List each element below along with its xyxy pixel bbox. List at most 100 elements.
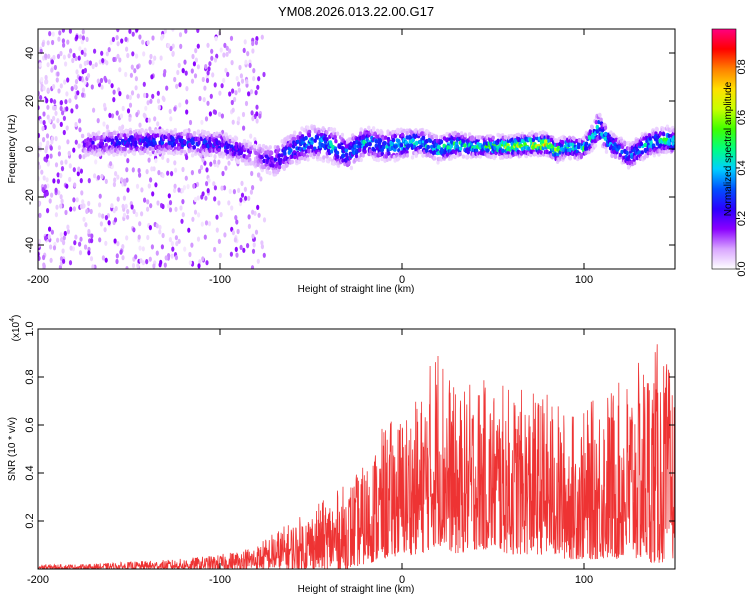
heatmap-noise-cell [49, 244, 53, 250]
heatmap-noise-cell [135, 211, 139, 218]
heatmap-noise-cell [146, 206, 150, 212]
heatmap-noise-cell [255, 36, 259, 42]
heatmap-noise-cell [68, 29, 72, 34]
heatmap-ridge-cell [169, 150, 173, 155]
heatmap-ridge-cell [556, 152, 560, 158]
heatmap-ridge-cell [595, 124, 599, 130]
heatmap-ridge-cell [149, 129, 153, 135]
heatmap-noise-cell [134, 254, 138, 260]
heatmap-ridge-cell [234, 141, 239, 147]
heatmap-ridge-cell [97, 130, 101, 135]
heatmap-noise-cell [186, 184, 190, 190]
heatmap-noise-cell [116, 241, 120, 247]
heatmap-noise-cell [78, 34, 83, 40]
heatmap-noise-cell [68, 176, 72, 183]
bottom-axis-ticks: -200 -100 0 100 0.2 0.4 0.6 0.8 1.0 [24, 321, 675, 586]
heatmap-noise-cell [149, 53, 153, 60]
heatmap-noise-cell [233, 96, 237, 103]
heatmap-noise-cell [239, 73, 243, 79]
heatmap-noise-cell [50, 59, 55, 65]
heatmap-noise-cell [45, 153, 50, 160]
heatmap-noise-cell [96, 78, 100, 84]
heatmap-noise-cell [41, 187, 45, 193]
heatmap-noise-cell [107, 79, 111, 85]
heatmap-noise-cell [59, 173, 63, 179]
heatmap-noise-cell [103, 75, 107, 81]
heatmap-ridge-cell [352, 140, 356, 146]
heatmap-ridge-cell [530, 130, 534, 135]
heatmap-noise-cell [62, 115, 66, 121]
heatmap-noise-cell [115, 35, 119, 41]
heatmap-noise-cell [219, 212, 223, 218]
heatmap-noise-cell [53, 99, 57, 105]
heatmap-noise-cell [78, 118, 82, 124]
heatmap-noise-cell [47, 234, 51, 240]
heatmap-noise-cell [183, 59, 187, 65]
heatmap-noise-cell [148, 59, 152, 65]
heatmap-noise-cell [149, 177, 153, 183]
heatmap-noise-cell [93, 173, 97, 179]
heatmap-noise-cell [49, 98, 54, 104]
heatmap-ridge-cell [385, 157, 389, 162]
heatmap-noise-cell [99, 77, 104, 84]
heatmap-noise-cell [125, 266, 129, 269]
heatmap-noise-cell [134, 76, 138, 82]
bottom-plot-frame [37, 328, 676, 570]
heatmap-ridge-cell [277, 164, 282, 170]
heatmap-noise-cell [110, 113, 115, 119]
heatmap-ridge-cell [318, 156, 323, 162]
heatmap-ridge-cell [285, 163, 289, 168]
heatmap-noise-cell [58, 30, 62, 36]
heatmap-ridge-cell [325, 130, 329, 135]
heatmap-noise-cell [69, 245, 73, 251]
heatmap-noise-cell [125, 177, 129, 183]
heatmap-ridge-cell [368, 149, 373, 154]
heatmap-noise-cell [193, 196, 198, 203]
heatmap-noise-cell [121, 244, 125, 250]
heatmap-noise-cell [81, 29, 85, 35]
heatmap-ridge-cell [533, 151, 537, 157]
heatmap-ridge-cell [307, 132, 311, 137]
heatmap-noise-cell [71, 57, 75, 64]
heatmap-noise-cell [52, 84, 56, 90]
heatmap-noise-cell [177, 62, 181, 68]
heatmap-noise-cell [59, 83, 63, 89]
heatmap-noise-cell [156, 200, 160, 206]
heatmap-noise-cell [258, 113, 262, 119]
heatmap-noise-cell [143, 92, 147, 98]
heatmap-ridge-cell [303, 156, 307, 161]
heatmap-noise-cell [79, 236, 83, 242]
heatmap-noise-cell [142, 81, 146, 87]
heatmap-ridge-cell [296, 139, 300, 144]
heatmap-noise-cell [69, 206, 73, 212]
heatmap-noise-cell [148, 256, 152, 262]
heatmap-ridge-cell [190, 153, 195, 158]
heatmap-noise-cell [116, 53, 120, 59]
heatmap-noise-cell [222, 77, 226, 84]
heatmap-noise-cell [162, 72, 166, 78]
heatmap-noise-cell [105, 124, 109, 130]
heatmap-ridge-cell [266, 149, 270, 155]
heatmap-noise-cell [87, 228, 91, 235]
heatmap-noise-cell [112, 97, 116, 103]
heatmap-noise-cell [49, 257, 53, 263]
heatmap-ridge-cell [171, 136, 175, 141]
heatmap-noise-cell [57, 151, 62, 157]
heatmap-noise-cell [59, 194, 63, 200]
heatmap-noise-cell [77, 166, 81, 172]
heatmap-noise-cell [93, 48, 97, 54]
heatmap-noise-cell [100, 50, 104, 56]
heatmap-ridge-cell [197, 140, 201, 146]
heatmap-noise-cell [111, 36, 115, 43]
heatmap-ridge-cell [119, 128, 124, 134]
heatmap-ridge-cell [128, 130, 133, 135]
heatmap-ridge-cell [591, 135, 595, 140]
heatmap-noise-cell [217, 159, 221, 165]
heatmap-noise-cell [150, 74, 154, 80]
x-tick-label: -200 [27, 274, 49, 286]
heatmap-ridge-cell [334, 139, 338, 144]
heatmap-noise-cell [50, 229, 55, 235]
heatmap-ridge-cell [662, 132, 666, 137]
heatmap-noise-cell [135, 112, 139, 118]
